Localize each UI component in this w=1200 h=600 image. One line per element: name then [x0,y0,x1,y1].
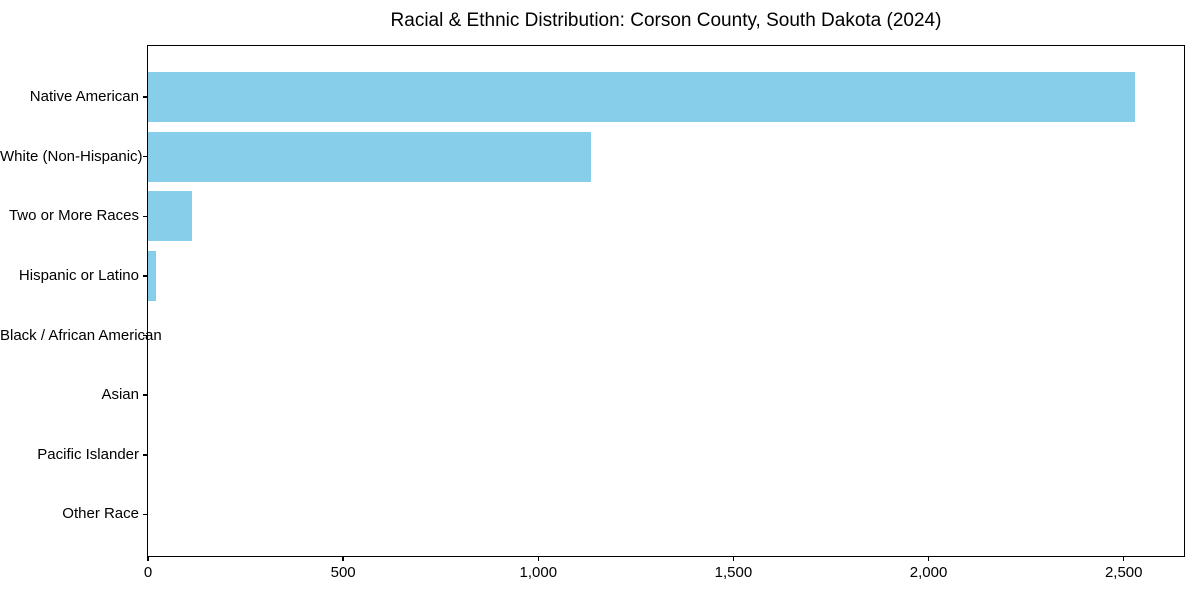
y-tick-mark [143,513,147,516]
bar-native-american [148,72,1136,122]
x-tick-label: 1,000 [519,564,558,581]
x-tick-label: 2,500 [1104,564,1143,581]
y-tick-mark [143,394,147,396]
bar-hispanic-or-latino [148,250,156,301]
x-tick-label: 1,500 [714,564,753,581]
x-tick-mark [342,557,344,561]
bar-two-or-more-races [148,191,193,242]
y-tick-label: Asian [101,386,139,404]
y-tick-mark [143,215,147,218]
y-tick-label: Hispanic or Latino [18,266,139,284]
y-tick-mark [143,96,147,98]
y-tick-label: White (Non-Hispanic) [0,147,143,165]
bar-white-non-hispanic [148,131,592,182]
x-tick-mark [732,557,735,561]
x-tick-mark [147,557,149,561]
y-tick-label: Native American [29,88,139,105]
y-tick-mark [143,454,147,456]
y-tick-label: Black / African American [0,326,162,344]
x-tick-label: 0 [143,564,153,581]
x-tick-mark [1122,557,1125,561]
x-tick-label: 2,000 [909,564,948,581]
y-tick-label: Two or More Races [8,207,139,225]
x-tick-label: 500 [330,564,356,581]
y-tick-label: Other Race [62,505,139,523]
y-tick-mark [143,334,147,337]
plot-area [147,45,1185,557]
x-tick-mark [927,557,930,561]
x-tick-mark [537,557,540,561]
chart-title: Racial & Ethnic Distribution: Corson Cou… [390,10,942,31]
y-tick-label: Pacific Islander [37,445,139,463]
y-tick-mark [143,275,147,277]
y-tick-mark [143,155,147,158]
